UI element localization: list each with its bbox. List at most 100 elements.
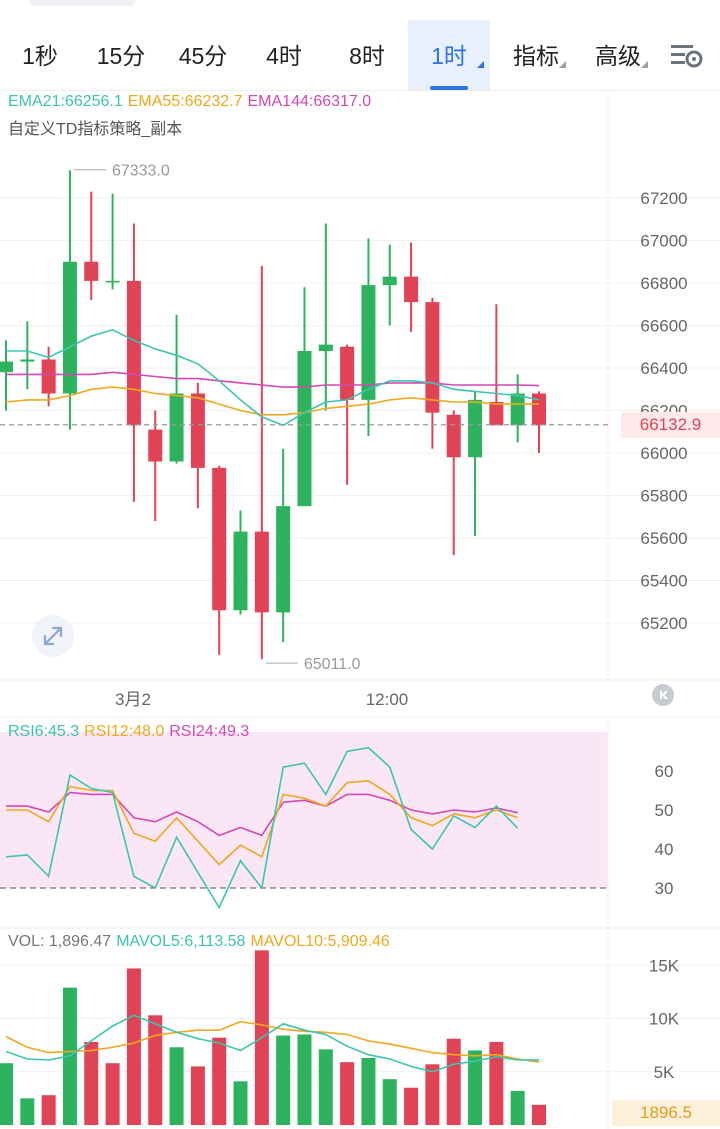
- volume-bar: [468, 1050, 483, 1125]
- price-tick-label: 65400: [640, 572, 687, 591]
- price-tick-label: 65600: [640, 529, 687, 548]
- volume-bar: [532, 1104, 546, 1125]
- candle-body: [404, 276, 419, 303]
- expand-icon: [43, 626, 63, 646]
- mavol5-line: [5, 1014, 540, 1073]
- volume-bar: [446, 1038, 461, 1125]
- chart-settings-icon: [671, 45, 703, 68]
- dropdown-caret-icon: [641, 61, 648, 68]
- candle-body: [190, 393, 205, 468]
- candle-body: [425, 302, 440, 413]
- mavol10-legend: MAVOL10:5,909.46: [250, 933, 390, 950]
- rsi-tick-label: 50: [655, 801, 674, 820]
- volume-bar: [233, 1081, 248, 1125]
- ema144-line: [6, 371, 540, 388]
- tab-45m[interactable]: 45分: [166, 20, 240, 90]
- tab-1s[interactable]: 1秒: [8, 20, 72, 90]
- current-price-badge: 66132.9: [621, 412, 720, 438]
- collapse-indicator-button[interactable]: [652, 684, 674, 706]
- candle-body: [148, 429, 163, 462]
- volume-bar: [0, 1063, 13, 1125]
- tab-label: 8时: [349, 43, 385, 69]
- volume-bar: [425, 1064, 440, 1125]
- ema21-line: [6, 328, 540, 427]
- candle-body: [446, 414, 461, 458]
- volume-tick-label: 15K: [649, 956, 680, 975]
- candle-body: [361, 285, 376, 400]
- rsi24-legend: RSI24:49.3: [169, 723, 250, 740]
- volume-bar: [169, 1047, 184, 1125]
- time-tick-label: 3月2: [115, 690, 151, 709]
- volume-bar: [510, 1090, 525, 1125]
- volume-bar: [212, 1037, 227, 1125]
- volume-bar: [318, 1049, 333, 1125]
- dropdown-caret-icon: [477, 61, 484, 68]
- ema21-legend: EMA21:66256.1: [8, 93, 123, 110]
- tab-label: 指标: [513, 43, 559, 69]
- candle-body: [20, 359, 35, 362]
- volume-bar: [361, 1057, 376, 1125]
- tab-1h[interactable]: 1时: [408, 20, 490, 90]
- top-strip: [30, 0, 135, 6]
- volume-bar: [382, 1079, 397, 1125]
- active-tab-underline: [430, 86, 468, 90]
- ema144-legend: EMA144:66317.0: [247, 93, 372, 110]
- candle-body: [62, 261, 77, 394]
- volume-bar: [148, 1015, 163, 1125]
- price-tick-label: 66600: [640, 317, 687, 336]
- tab-label: 45分: [178, 43, 228, 69]
- tab-advanced[interactable]: 高级: [582, 20, 654, 90]
- candle-body: [318, 344, 333, 351]
- tab-4h[interactable]: 4时: [250, 20, 318, 90]
- candle-body: [489, 402, 504, 426]
- price-tick-label: 66000: [640, 444, 687, 463]
- collapse-icon: [660, 690, 668, 700]
- rsi24-line: [6, 791, 518, 837]
- tab-indicators[interactable]: 指标: [500, 20, 572, 90]
- candle-body: [233, 531, 248, 611]
- strategy-label: 自定义TD指标策略_副本: [8, 121, 183, 138]
- price-tick-label: 66800: [640, 274, 687, 293]
- rsi-band: [0, 732, 608, 888]
- time-tick-label: 12:00: [366, 690, 409, 709]
- vol-legend: VOL: 1,896.47: [8, 933, 112, 950]
- candle-body: [276, 506, 291, 613]
- tab-label: 15分: [96, 43, 146, 69]
- tabs-divider: [0, 90, 720, 91]
- ema55-line: [5, 386, 539, 416]
- rsi6-legend: RSI6:45.3: [8, 723, 80, 740]
- volume-bar: [190, 1066, 205, 1125]
- volume-bar: [41, 1095, 56, 1125]
- mavol5-legend: MAVOL5:6,113.58: [116, 933, 246, 950]
- tab-label: 4时: [266, 43, 302, 69]
- volume-bar: [297, 1034, 312, 1125]
- volume-bar: [276, 1035, 291, 1125]
- rsi-tick-label: 30: [655, 879, 674, 898]
- fullscreen-button[interactable]: [32, 615, 74, 657]
- volume-bar: [340, 1062, 355, 1125]
- timeframe-tabs: 1秒 15分 45分 4时 8时 1时 指标 高级: [0, 20, 720, 90]
- price-tick-label: 66400: [640, 359, 687, 378]
- candle-body: [212, 467, 227, 611]
- volume-tick-label: 10K: [649, 1010, 680, 1029]
- volume-tick-label: 5K: [654, 1063, 675, 1082]
- current-volume-badge: 1896.5: [612, 1100, 720, 1126]
- candle-body: [340, 346, 355, 400]
- price-tick-label: 65800: [640, 487, 687, 506]
- price-tick-label: 67000: [640, 232, 687, 251]
- tab-8h[interactable]: 8时: [333, 20, 401, 90]
- candle-body: [297, 351, 312, 507]
- tab-15m[interactable]: 15分: [84, 20, 158, 90]
- candle-body: [532, 393, 546, 426]
- candle-body: [254, 531, 269, 613]
- candle-body: [41, 359, 56, 394]
- rsi-tick-label: 60: [655, 762, 674, 781]
- chart-settings-button[interactable]: [662, 20, 712, 90]
- volume-bar: [20, 1098, 35, 1125]
- candle-body: [105, 280, 120, 283]
- candle-body: [510, 393, 525, 426]
- volume-bar: [489, 1041, 504, 1125]
- volume-legend: VOL: 1,896.47 MAVOL5:6,113.58 MAVOL10:5,90…: [8, 933, 395, 951]
- rsi6-line: [5, 746, 519, 910]
